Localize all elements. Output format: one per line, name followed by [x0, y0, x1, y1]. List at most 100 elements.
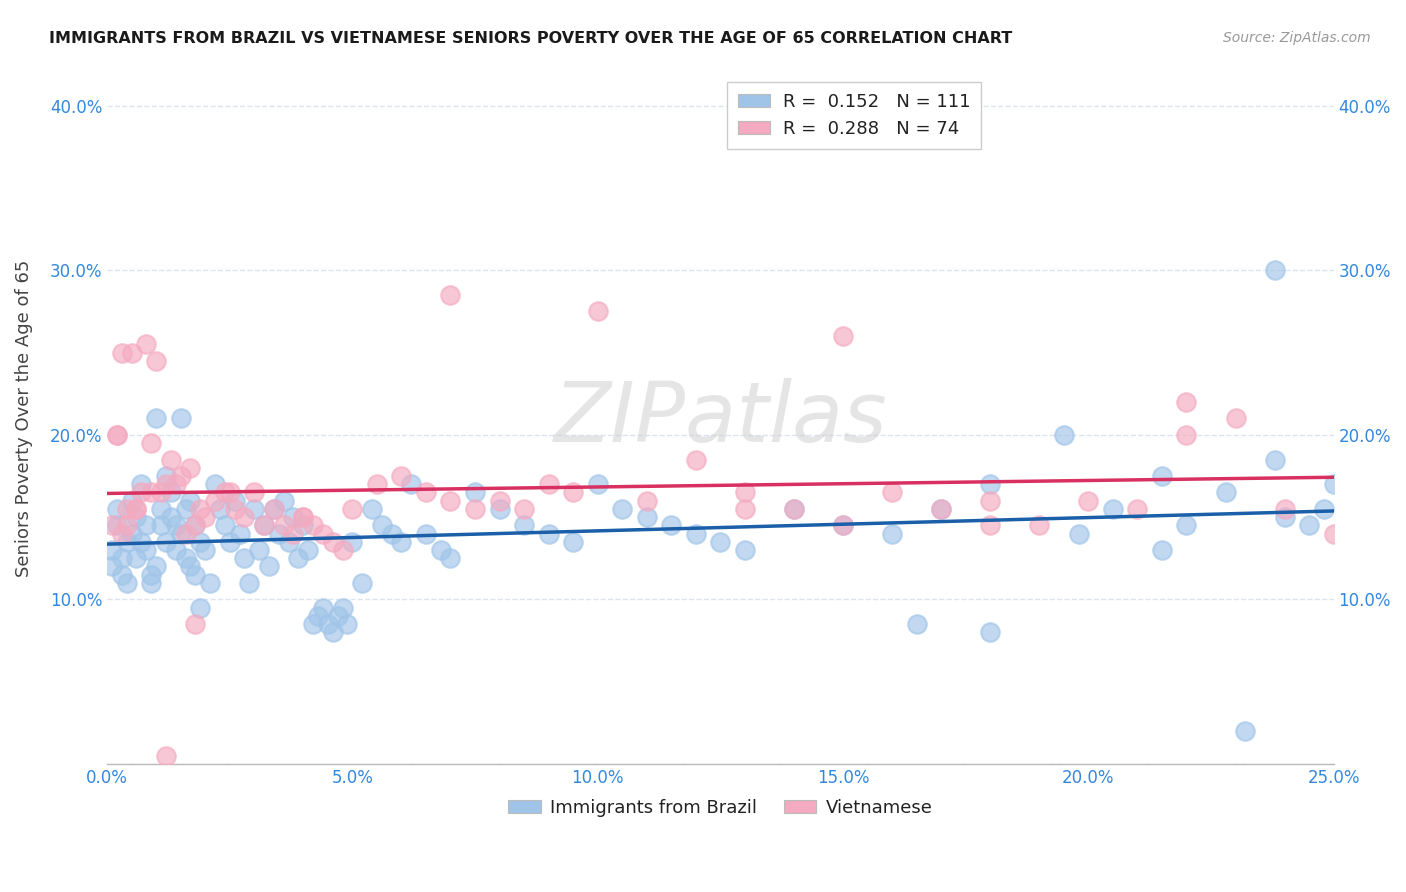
Point: [415, 526, 437, 541]
Point: [194, 543, 217, 558]
Point: [326, 608, 349, 623]
Point: [322, 534, 344, 549]
Point: [734, 543, 756, 558]
Point: [141, 567, 163, 582]
Point: [1028, 518, 1050, 533]
Point: [159, 485, 181, 500]
Point: [115, 575, 138, 590]
Point: [1175, 428, 1198, 442]
Point: [165, 518, 187, 533]
Point: [115, 501, 138, 516]
Point: [1274, 501, 1296, 516]
Point: [121, 526, 143, 541]
Point: [1264, 452, 1286, 467]
Point: [929, 501, 952, 516]
Point: [184, 617, 207, 632]
Point: [312, 600, 335, 615]
Point: [159, 510, 181, 524]
Point: [165, 477, 187, 491]
Point: [115, 534, 138, 549]
Point: [381, 526, 404, 541]
Point: [734, 501, 756, 516]
Point: [488, 501, 510, 516]
Point: [174, 551, 197, 566]
Point: [277, 534, 299, 549]
Point: [214, 485, 236, 500]
Point: [513, 501, 536, 516]
Point: [371, 518, 394, 533]
Point: [155, 469, 177, 483]
Point: [399, 477, 422, 491]
Point: [283, 526, 305, 541]
Point: [979, 518, 1001, 533]
Point: [283, 510, 305, 524]
Point: [224, 501, 246, 516]
Point: [179, 559, 201, 574]
Point: [513, 518, 536, 533]
Point: [1077, 493, 1099, 508]
Point: [332, 600, 354, 615]
Point: [111, 345, 134, 359]
Point: [273, 518, 295, 533]
Point: [1175, 518, 1198, 533]
Point: [832, 518, 855, 533]
Point: [188, 534, 211, 549]
Point: [1101, 501, 1123, 516]
Point: [131, 534, 153, 549]
Point: [1234, 723, 1257, 738]
Point: [391, 534, 413, 549]
Point: [243, 501, 266, 516]
Point: [194, 510, 217, 524]
Point: [366, 477, 388, 491]
Point: [155, 748, 177, 763]
Point: [141, 575, 163, 590]
Point: [709, 534, 731, 549]
Point: [105, 501, 128, 516]
Point: [292, 510, 315, 524]
Point: [1126, 501, 1149, 516]
Point: [734, 485, 756, 500]
Point: [292, 518, 315, 533]
Point: [562, 534, 585, 549]
Point: [101, 543, 124, 558]
Point: [111, 567, 134, 582]
Point: [1053, 428, 1076, 442]
Point: [198, 575, 221, 590]
Point: [537, 477, 560, 491]
Point: [125, 501, 148, 516]
Point: [135, 518, 157, 533]
Point: [253, 518, 276, 533]
Point: [979, 477, 1001, 491]
Point: [125, 510, 148, 524]
Point: [586, 477, 609, 491]
Point: [257, 559, 280, 574]
Point: [131, 485, 153, 500]
Point: [169, 469, 191, 483]
Point: [263, 501, 285, 516]
Point: [121, 493, 143, 508]
Point: [312, 526, 335, 541]
Point: [1175, 395, 1198, 409]
Point: [233, 510, 256, 524]
Point: [101, 559, 124, 574]
Point: [105, 518, 128, 533]
Text: Source: ZipAtlas.com: Source: ZipAtlas.com: [1223, 31, 1371, 45]
Point: [562, 485, 585, 500]
Point: [342, 534, 364, 549]
Point: [141, 485, 163, 500]
Point: [125, 551, 148, 566]
Point: [188, 501, 211, 516]
Point: [169, 526, 191, 541]
Point: [179, 460, 201, 475]
Point: [145, 559, 167, 574]
Point: [135, 337, 157, 351]
Point: [159, 452, 181, 467]
Point: [685, 452, 707, 467]
Point: [612, 501, 634, 516]
Point: [832, 518, 855, 533]
Point: [150, 501, 173, 516]
Point: [537, 526, 560, 541]
Point: [464, 501, 486, 516]
Point: [179, 493, 201, 508]
Point: [464, 485, 486, 500]
